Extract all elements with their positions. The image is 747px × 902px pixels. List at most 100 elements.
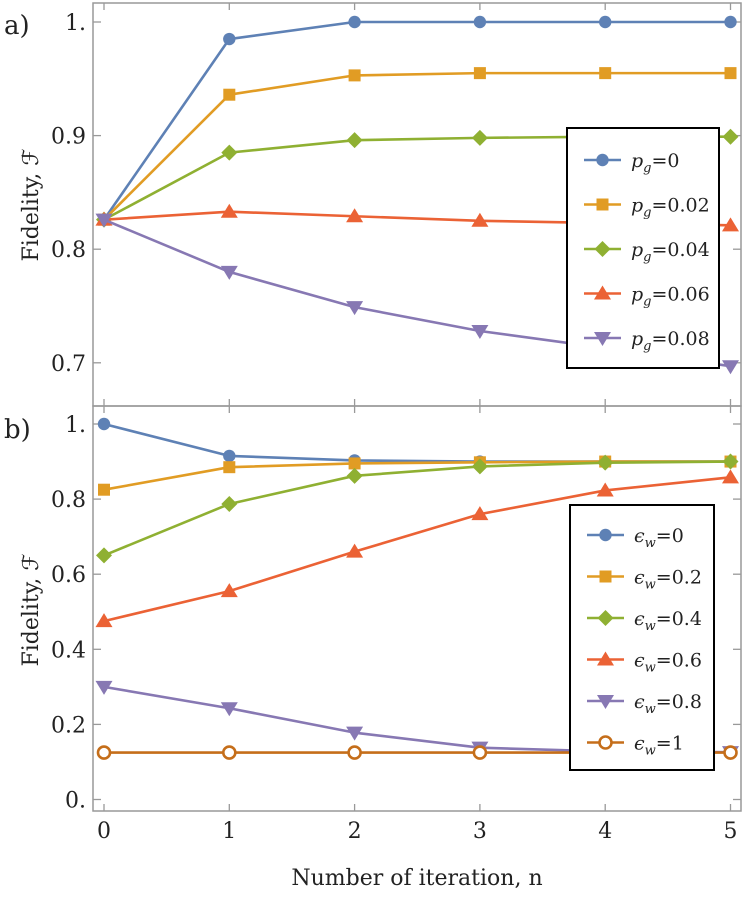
panel-b-y-axis-label: Fidelity, ℱ (19, 553, 44, 666)
panel-b-series--w-0.4-point (221, 495, 238, 512)
panel-b-y-tick-label: 0.2 (51, 713, 86, 738)
x-axis-label: Number of iteration, n (291, 866, 542, 891)
panel-b-legend-label: ϵw=0 (634, 525, 684, 551)
panel-b-x-ticks: 0 1 2 3 4 5 (97, 819, 738, 844)
panel-a-legend-label: pg=0 (631, 150, 680, 176)
panel-b-series--w-0.4 (96, 453, 739, 564)
panel-b-series--w-0.6-point (471, 506, 489, 521)
panel-b-legend-box (569, 504, 715, 771)
panel-b-frame (92, 405, 742, 812)
panel-a-series-p-g-0.08-point (471, 324, 489, 339)
panel-a-series-p-g-0.06-point (220, 203, 238, 218)
panel-b-legend-label: ϵw=0.2 (634, 567, 702, 593)
panel-a-y-ticks: 0.7 0.8 0.9 1. (51, 3, 741, 406)
panel-a-legend-label: pg=0.02 (631, 195, 710, 221)
panel-b-series--w-0.8-point (95, 680, 113, 695)
panel-a-series-p-g-0-point (599, 15, 612, 29)
panel-b-series--w-0.4-point (722, 453, 739, 470)
x-tick-label: 2 (348, 819, 362, 844)
panel-a: a) Fidelity, ℱ 0.70.80.91. pg=0pg=0.02pg… (4, 2, 742, 407)
panel-a-series-p-g-0.02-point (724, 67, 737, 80)
x-tick-label: 3 (473, 819, 487, 844)
panel-b-series--w-0.6-point (596, 482, 614, 497)
panel-b-series--w-0.4-point (471, 458, 488, 475)
panel-a-legend-swatch-marker (594, 332, 611, 346)
panel-b-series--w-0.2-point (223, 461, 236, 474)
panel-b-series--w-0-point (223, 449, 236, 463)
panel-a-y-axis-label: Fidelity, ℱ (19, 148, 44, 261)
panel-b-series--w-0.6-point (722, 469, 739, 484)
panel-b-series--w-1-point (222, 745, 237, 760)
panel-a-legend: pg=0 pg=0.02 pg=0.04 pg=0.06 pg=0.08 (566, 127, 720, 369)
panel-b-series--w-0.6-point (346, 543, 364, 558)
panel-b-series--w-0.6-line (103, 476, 731, 623)
panel-b-legend-swatch-marker (599, 528, 612, 542)
panel-a-series-p-g-0.02-point (223, 88, 236, 101)
x-tick-label: 4 (598, 819, 612, 844)
panel-b-legend-swatch-marker (597, 651, 614, 666)
panel-b-series--w-0.2-point (348, 457, 361, 470)
panel-a-series-p-g-0.04-point (471, 129, 488, 146)
panel-b-y-tick-label: 0.6 (51, 563, 86, 588)
panel-b-series--w-0.2-point (98, 483, 110, 496)
panel-b-series--w-0.4-line (103, 460, 731, 557)
panel-b-y-tick-label: 0.8 (51, 488, 86, 513)
panel-b-series--w-0.4-point (96, 547, 112, 564)
panel-a-series-p-g-0.02-point (599, 67, 612, 80)
x-tick-label: 1 (222, 819, 236, 844)
panel-b-legend-label: ϵw=0.4 (634, 608, 702, 634)
panel-a-series-p-g-0.06-point (722, 217, 739, 232)
panel-b-legend-swatch-marker (597, 695, 614, 709)
panel-b-legend-swatch-marker (598, 735, 613, 750)
panel-a-y-tick-label: 0.9 (51, 125, 86, 150)
panel-a-legend-label: pg=0.06 (631, 284, 710, 310)
panel-b-series--w-0.8-point (220, 702, 238, 717)
panel-b-y-tick-label: 0. (65, 789, 86, 814)
panel-a-series-p-g-0.04-point (221, 144, 238, 161)
panel-b: b) Fidelity, ℱ 0. 0.2 0.4 0.6 0.8 1. 0 1 2 3 4 5 ϵ… (4, 405, 742, 844)
panel-b-legend-label: ϵw=0.6 (634, 650, 702, 676)
panel-a-series-p-g-0.08-point (95, 213, 113, 228)
panel-a-series-p-g-0.08-point (220, 265, 238, 280)
panel-a-legend-swatch-marker (594, 241, 611, 257)
panel-b-series--w-0.2-line (103, 460, 731, 491)
panel-a-series-p-g-0-point (348, 15, 361, 29)
panel-b-series--w-0-line (103, 422, 731, 463)
panel-b-legend: ϵw=0 ϵw=0.2 ϵw=0.4 ϵw=0.6 ϵw=0.8 ϵw=1 (569, 504, 715, 771)
panel-a-y-tick-label: 0.7 (51, 352, 86, 377)
x-tick-label: 5 (724, 819, 738, 844)
panel-a-legend-label: pg=0.08 (631, 328, 710, 354)
x-tick-label: 0 (97, 819, 111, 844)
panel-a-label: a) (4, 11, 30, 41)
panel-b-series--w-0.6 (95, 469, 739, 628)
panel-b-series--w-0.4-point (346, 467, 363, 484)
panel-b-series--w-0.8-point (346, 726, 364, 741)
panel-a-series-p-g-0.06-point (471, 212, 489, 227)
panel-b-legend-swatch-marker (599, 570, 612, 583)
panel-b-legend-label: ϵw=0.8 (634, 691, 702, 717)
panel-a-series-p-g-0.08-point (722, 360, 739, 375)
panel-a-legend-swatch-marker (594, 285, 611, 300)
panel-b-legend-label: ϵw=1 (634, 733, 684, 759)
panel-a-series-p-g-0.04-point (722, 128, 739, 145)
panel-a-series-p-g-0.04-point (346, 132, 363, 149)
panel-a-legend-label: pg=0.04 (631, 239, 710, 265)
panel-b-y-ticks: 0. 0.2 0.4 0.6 0.8 1. (51, 406, 741, 814)
panel-b-series--w-0.4-point (597, 454, 614, 471)
panel-a-series-p-g-0-line (102, 20, 731, 221)
panel-a-series-p-g-0.02-point (348, 69, 361, 82)
panel-a-series-p-g-0.02-line (103, 71, 731, 221)
panel-b-y-tick-label: 1. (65, 413, 86, 438)
panel-a-series-p-g-0-point (724, 15, 737, 29)
panel-a-y-tick-label: 1. (65, 11, 86, 36)
panel-a-series (95, 15, 739, 375)
panel-a-series-p-g-0-point (473, 15, 487, 29)
panel-a-series-p-g-0.06-point (346, 208, 364, 223)
panel-b-legend-swatch-marker (597, 610, 614, 626)
panel-b-series--w-0.6-point (95, 613, 113, 628)
panel-b-series--w-1-point (723, 745, 738, 760)
panel-b-series--w-1-point (347, 745, 362, 760)
panel-a-series-p-g-0-point (223, 32, 236, 46)
panel-a-series-p-g-0.08-point (346, 301, 364, 316)
